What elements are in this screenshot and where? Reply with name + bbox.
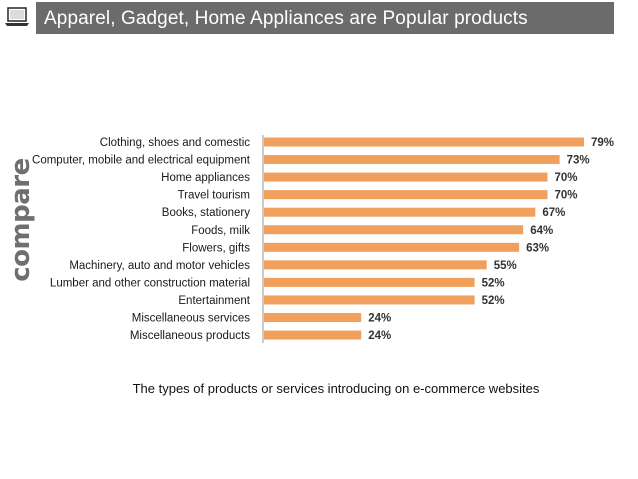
value-label: 67% — [542, 207, 565, 219]
bar — [264, 277, 475, 287]
bar — [264, 225, 524, 235]
category-label: Machinery, auto and motor vehicles — [69, 260, 250, 272]
value-label: 70% — [555, 190, 578, 202]
category-label: Entertainment — [178, 295, 250, 307]
bar — [264, 155, 560, 165]
laptop-icon — [5, 7, 29, 26]
bar — [264, 137, 584, 147]
value-label: 24% — [368, 313, 391, 325]
slide-header: Apparel, Gadget, Home Appliances are Pop… — [0, 0, 638, 36]
bars-group — [264, 137, 584, 340]
value-label: 52% — [482, 295, 505, 307]
category-label: Foods, milk — [191, 225, 250, 237]
value-label: 70% — [555, 172, 578, 184]
category-label: Home appliances — [161, 172, 250, 184]
value-label: 24% — [368, 330, 391, 342]
slide-title: Apparel, Gadget, Home Appliances are Pop… — [44, 8, 528, 29]
category-label: Computer, mobile and electrical equipmen… — [32, 155, 251, 167]
value-label: 79% — [591, 137, 614, 149]
category-label: Miscellaneous services — [132, 313, 250, 325]
value-label: 64% — [530, 225, 553, 237]
value-label: 52% — [482, 277, 505, 289]
bar — [264, 242, 520, 252]
bar — [264, 172, 548, 182]
chart-caption: The types of products or services introd… — [132, 381, 540, 396]
bar — [264, 207, 536, 217]
header-bar — [36, 2, 614, 34]
category-label: Travel tourism — [178, 190, 250, 202]
bar — [264, 295, 475, 305]
category-label: Lumber and other construction material — [50, 277, 250, 289]
value-label: 63% — [526, 242, 549, 254]
value-label: 73% — [567, 155, 590, 167]
bar — [264, 330, 362, 340]
bar-chart: Clothing, shoes and comestic Computer, mo… — [32, 135, 614, 344]
category-label: Flowers, gifts — [182, 242, 250, 254]
value-label: 55% — [494, 260, 517, 272]
bar — [264, 313, 362, 322]
category-label: Miscellaneous products — [130, 330, 250, 342]
bar — [264, 260, 487, 270]
value-labels-group: 79%73% 70% 70% 67% 64% 63% 55% 52% 52% 24% 24% — [368, 137, 614, 342]
bar — [264, 190, 548, 200]
category-label: Books, stationery — [162, 207, 250, 219]
category-labels-group: Clothing, shoes and comestic Computer, mo… — [32, 137, 251, 342]
category-label: Clothing, shoes and comestic — [100, 137, 250, 149]
